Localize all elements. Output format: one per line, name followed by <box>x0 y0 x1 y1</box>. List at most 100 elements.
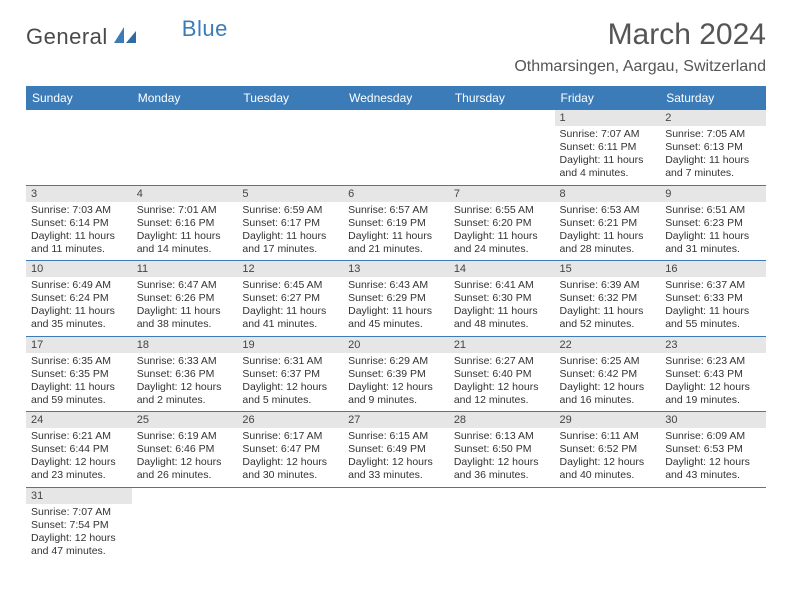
day-details: Sunrise: 6:37 AMSunset: 6:33 PMDaylight:… <box>660 277 766 336</box>
day-number: 29 <box>555 412 661 428</box>
sunrise-text: Sunrise: 6:47 AM <box>137 279 233 292</box>
day-details: Sunrise: 6:59 AMSunset: 6:17 PMDaylight:… <box>237 202 343 261</box>
daylight-text: Daylight: 12 hours and 33 minutes. <box>348 456 444 482</box>
daylight-text: Daylight: 11 hours and 35 minutes. <box>31 305 127 331</box>
day-details: Sunrise: 6:33 AMSunset: 6:36 PMDaylight:… <box>132 353 238 412</box>
sunset-text: Sunset: 6:44 PM <box>31 443 127 456</box>
sunset-text: Sunset: 6:33 PM <box>665 292 761 305</box>
calendar-day-cell: 22Sunrise: 6:25 AMSunset: 6:42 PMDayligh… <box>555 336 661 412</box>
sunset-text: Sunset: 6:43 PM <box>665 368 761 381</box>
daylight-text: Daylight: 12 hours and 43 minutes. <box>665 456 761 482</box>
daylight-text: Daylight: 12 hours and 19 minutes. <box>665 381 761 407</box>
day-details: Sunrise: 6:11 AMSunset: 6:52 PMDaylight:… <box>555 428 661 487</box>
day-number: 25 <box>132 412 238 428</box>
calendar-day-cell <box>343 487 449 562</box>
day-number: 28 <box>449 412 555 428</box>
sunrise-text: Sunrise: 6:23 AM <box>665 355 761 368</box>
col-saturday: Saturday <box>660 86 766 110</box>
calendar-day-cell: 12Sunrise: 6:45 AMSunset: 6:27 PMDayligh… <box>237 261 343 337</box>
calendar-day-cell: 11Sunrise: 6:47 AMSunset: 6:26 PMDayligh… <box>132 261 238 337</box>
sunrise-text: Sunrise: 6:13 AM <box>454 430 550 443</box>
daylight-text: Daylight: 11 hours and 45 minutes. <box>348 305 444 331</box>
calendar-day-cell: 10Sunrise: 6:49 AMSunset: 6:24 PMDayligh… <box>26 261 132 337</box>
sunrise-text: Sunrise: 6:19 AM <box>137 430 233 443</box>
calendar-day-cell: 1Sunrise: 7:07 AMSunset: 6:11 PMDaylight… <box>555 110 661 185</box>
day-details: Sunrise: 6:35 AMSunset: 6:35 PMDaylight:… <box>26 353 132 412</box>
sunset-text: Sunset: 6:35 PM <box>31 368 127 381</box>
daylight-text: Daylight: 11 hours and 55 minutes. <box>665 305 761 331</box>
day-details: Sunrise: 6:31 AMSunset: 6:37 PMDaylight:… <box>237 353 343 412</box>
day-number <box>237 110 343 114</box>
day-details: Sunrise: 6:25 AMSunset: 6:42 PMDaylight:… <box>555 353 661 412</box>
sunrise-text: Sunrise: 6:09 AM <box>665 430 761 443</box>
calendar-day-cell <box>132 110 238 185</box>
sunset-text: Sunset: 6:39 PM <box>348 368 444 381</box>
calendar-table: Sunday Monday Tuesday Wednesday Thursday… <box>26 86 766 562</box>
calendar-day-cell: 6Sunrise: 6:57 AMSunset: 6:19 PMDaylight… <box>343 185 449 261</box>
calendar-day-cell: 21Sunrise: 6:27 AMSunset: 6:40 PMDayligh… <box>449 336 555 412</box>
daylight-text: Daylight: 12 hours and 26 minutes. <box>137 456 233 482</box>
day-number: 30 <box>660 412 766 428</box>
sunrise-text: Sunrise: 6:59 AM <box>242 204 338 217</box>
daylight-text: Daylight: 12 hours and 40 minutes. <box>560 456 656 482</box>
calendar-day-cell <box>343 110 449 185</box>
sunset-text: Sunset: 6:29 PM <box>348 292 444 305</box>
daylight-text: Daylight: 11 hours and 21 minutes. <box>348 230 444 256</box>
daylight-text: Daylight: 11 hours and 14 minutes. <box>137 230 233 256</box>
day-number: 18 <box>132 337 238 353</box>
sunset-text: Sunset: 6:19 PM <box>348 217 444 230</box>
day-number: 1 <box>555 110 661 126</box>
day-number: 3 <box>26 186 132 202</box>
day-details: Sunrise: 6:47 AMSunset: 6:26 PMDaylight:… <box>132 277 238 336</box>
sunset-text: Sunset: 6:21 PM <box>560 217 656 230</box>
calendar-day-cell <box>132 487 238 562</box>
day-number: 10 <box>26 261 132 277</box>
calendar-day-cell <box>449 487 555 562</box>
day-details: Sunrise: 7:07 AMSunset: 7:54 PMDaylight:… <box>26 504 132 563</box>
day-details: Sunrise: 7:07 AMSunset: 6:11 PMDaylight:… <box>555 126 661 185</box>
sunset-text: Sunset: 6:13 PM <box>665 141 761 154</box>
daylight-text: Daylight: 11 hours and 59 minutes. <box>31 381 127 407</box>
sunset-text: Sunset: 6:24 PM <box>31 292 127 305</box>
calendar-day-cell: 3Sunrise: 7:03 AMSunset: 6:14 PMDaylight… <box>26 185 132 261</box>
day-number: 13 <box>343 261 449 277</box>
sunrise-text: Sunrise: 6:37 AM <box>665 279 761 292</box>
daylight-text: Daylight: 11 hours and 41 minutes. <box>242 305 338 331</box>
calendar-day-cell <box>237 487 343 562</box>
calendar-day-cell: 19Sunrise: 6:31 AMSunset: 6:37 PMDayligh… <box>237 336 343 412</box>
location: Othmarsingen, Aargau, Switzerland <box>514 58 766 76</box>
day-number: 24 <box>26 412 132 428</box>
daylight-text: Daylight: 11 hours and 4 minutes. <box>560 154 656 180</box>
day-number: 11 <box>132 261 238 277</box>
calendar-day-cell <box>237 110 343 185</box>
sunset-text: Sunset: 6:53 PM <box>665 443 761 456</box>
calendar-day-cell: 15Sunrise: 6:39 AMSunset: 6:32 PMDayligh… <box>555 261 661 337</box>
sunrise-text: Sunrise: 6:21 AM <box>31 430 127 443</box>
day-details: Sunrise: 6:27 AMSunset: 6:40 PMDaylight:… <box>449 353 555 412</box>
day-number: 2 <box>660 110 766 126</box>
day-number: 12 <box>237 261 343 277</box>
sunset-text: Sunset: 6:47 PM <box>242 443 338 456</box>
day-details: Sunrise: 7:05 AMSunset: 6:13 PMDaylight:… <box>660 126 766 185</box>
page: General Blue March 2024 Othmarsingen, Aa… <box>0 0 792 580</box>
sunset-text: Sunset: 6:46 PM <box>137 443 233 456</box>
day-number <box>237 488 343 492</box>
sunset-text: Sunset: 6:50 PM <box>454 443 550 456</box>
day-number: 27 <box>343 412 449 428</box>
calendar-day-cell <box>26 110 132 185</box>
sunrise-text: Sunrise: 7:07 AM <box>31 506 127 519</box>
logo: General Blue <box>26 24 228 50</box>
day-details: Sunrise: 6:39 AMSunset: 6:32 PMDaylight:… <box>555 277 661 336</box>
day-details: Sunrise: 6:23 AMSunset: 6:43 PMDaylight:… <box>660 353 766 412</box>
day-number <box>343 110 449 114</box>
daylight-text: Daylight: 12 hours and 47 minutes. <box>31 532 127 558</box>
sunset-text: Sunset: 6:42 PM <box>560 368 656 381</box>
day-details: Sunrise: 6:21 AMSunset: 6:44 PMDaylight:… <box>26 428 132 487</box>
sunrise-text: Sunrise: 6:51 AM <box>665 204 761 217</box>
day-number: 7 <box>449 186 555 202</box>
sunrise-text: Sunrise: 6:29 AM <box>348 355 444 368</box>
sunrise-text: Sunrise: 6:11 AM <box>560 430 656 443</box>
day-number: 8 <box>555 186 661 202</box>
sunset-text: Sunset: 6:17 PM <box>242 217 338 230</box>
sunrise-text: Sunrise: 6:55 AM <box>454 204 550 217</box>
